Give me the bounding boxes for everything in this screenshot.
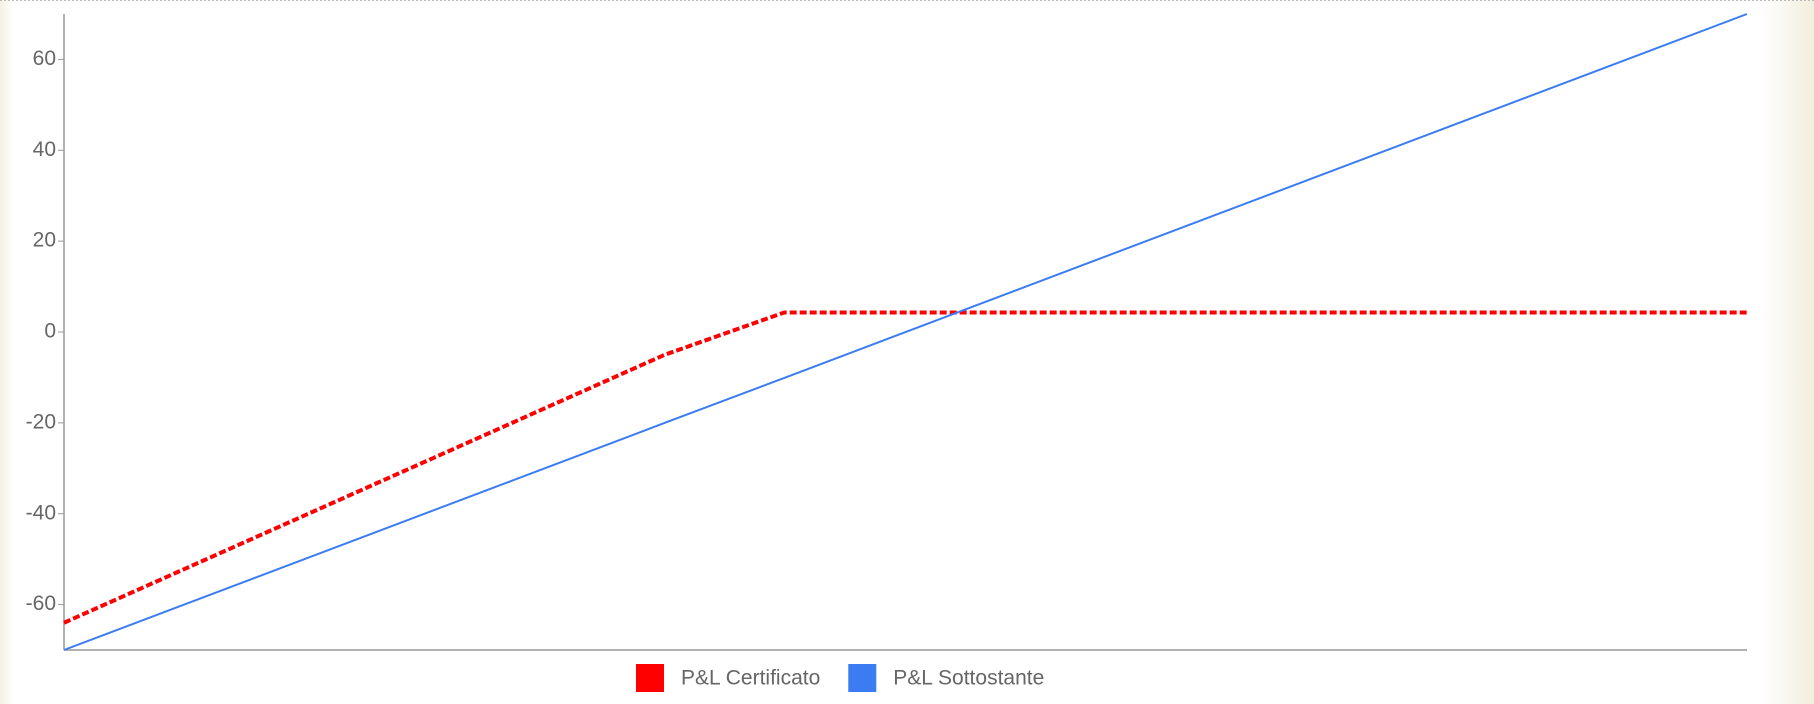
legend-swatch [636,664,664,692]
series-line [63,13,1748,651]
series-line [63,310,1747,625]
y-tick-label: 20 [33,229,56,252]
legend-swatch [848,664,877,692]
y-tick-label: 60 [33,47,56,70]
y-tick-label: -20 [26,410,56,433]
y-tick-label: 0 [44,320,56,343]
y-tick-label: -60 [26,592,56,615]
legend-label: P&L Certificato [681,667,820,690]
legend-label: P&L Sottostante [893,667,1044,690]
y-tick-label: -40 [26,501,56,524]
y-tick-label: 40 [33,138,56,161]
